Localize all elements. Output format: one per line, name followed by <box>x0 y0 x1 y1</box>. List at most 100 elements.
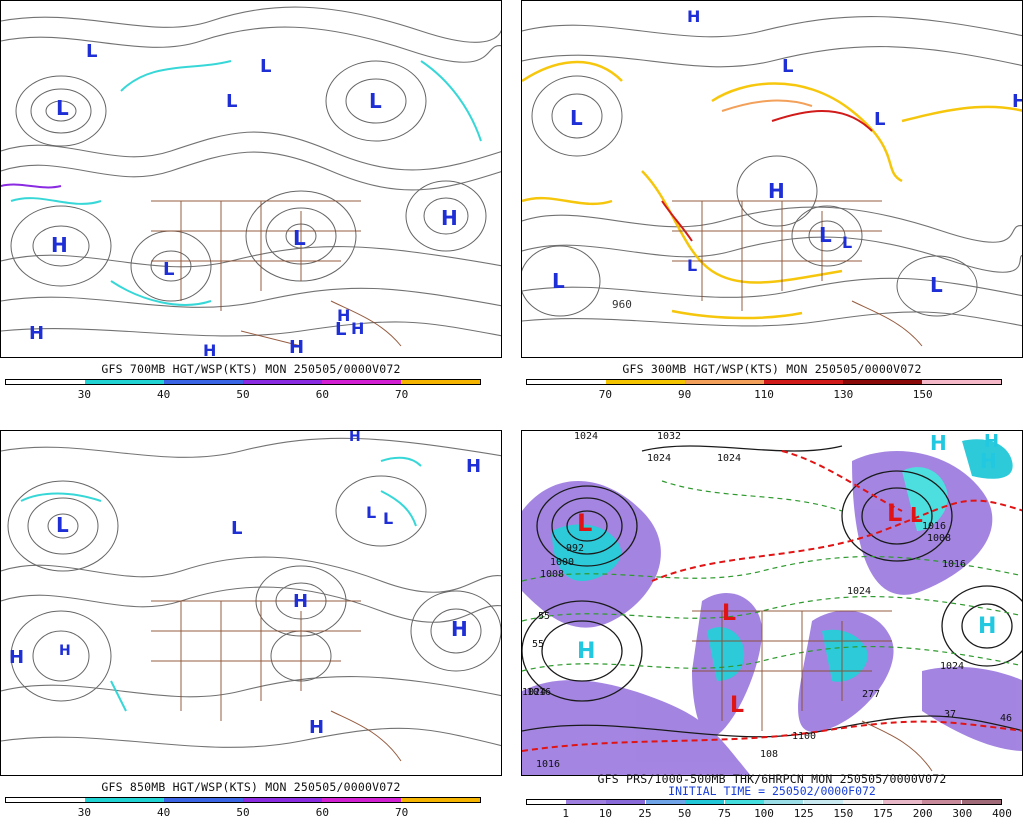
colorbar-segment <box>684 380 764 384</box>
pressure-center-label: L <box>383 509 394 528</box>
pressure-center-label: H <box>451 617 468 641</box>
pressure-center-label: L <box>231 518 243 539</box>
colorbar-segment <box>922 800 962 804</box>
colorbar-segment <box>605 800 646 804</box>
pressure-center-label: H <box>466 456 482 477</box>
colorbar-segment <box>401 798 480 802</box>
pressure-center-label: L <box>819 223 832 247</box>
colorbar-segment <box>401 380 480 384</box>
pressure-center-label: H <box>337 306 351 325</box>
pressure-center-label: H <box>349 430 361 445</box>
colorbar-segment <box>527 380 606 384</box>
colorbar-tick-label: 50 <box>678 807 692 820</box>
pressure-center-label: L <box>56 96 69 120</box>
colorbar-segment <box>6 798 85 802</box>
pressure-center-label: L <box>874 109 886 130</box>
pressure-center-label: L <box>56 513 69 537</box>
pressure-center-label: H <box>309 717 325 738</box>
colorbar-segment <box>321 798 401 802</box>
colorbar <box>526 799 1002 805</box>
colorbar-tick-label: 10 <box>598 807 612 820</box>
precip-label: 37 <box>944 709 957 720</box>
pressure-center-label: L <box>722 601 737 626</box>
isobar-label: 1008 <box>927 533 952 544</box>
isobar-label: 1024 <box>940 661 965 672</box>
pressure-center-label: L <box>226 91 238 112</box>
colorbar-segment <box>527 800 567 804</box>
pressure-center-label: L <box>293 226 306 250</box>
colorbar-tick-label: 110 <box>754 388 774 401</box>
colorbar-labels: 30 40 50 60 70 <box>5 806 481 820</box>
colorbar-tick-label: 125 <box>793 807 814 820</box>
colorbar-labels: 30 40 50 60 70 <box>5 388 481 402</box>
pressure-center-label: L <box>687 256 698 275</box>
colorbar-tick-label: 50 <box>236 388 250 401</box>
colorbar-segment <box>724 800 764 804</box>
streamline-map-850mb <box>1 437 501 762</box>
pressure-thickness-map <box>522 439 1022 775</box>
isobar-label: 1024 <box>647 453 672 464</box>
pressure-center-label: H <box>687 7 701 26</box>
pressure-center-label: H <box>930 431 947 455</box>
contour-label: 960 <box>612 298 632 311</box>
colorbar-tick-label: 30 <box>77 388 91 401</box>
colorbar-segment <box>6 380 85 384</box>
colorbar-segment <box>764 380 843 384</box>
map-700mb: L L L L L L H H L H H H H L H <box>0 0 502 358</box>
colorbar-labels: 70 90 110 130 150 <box>526 388 1002 402</box>
colorbar-segment <box>645 800 685 804</box>
colorbar-tick-label: 40 <box>157 806 171 819</box>
map-300mb: H L L L H L L L L L H 960 <box>521 0 1023 358</box>
colorbar-labels: 1 10 25 50 75 100 125 150 175 200 300 400 <box>526 807 1012 820</box>
colorbar-segment <box>84 380 164 384</box>
pressure-center-label: L <box>570 106 583 130</box>
panel-caption: GFS 850MB HGT/WSP(KTS) MON 250505/0000V0… <box>101 780 401 794</box>
precip-label: 55 <box>532 639 545 650</box>
colorbar-segment <box>163 380 243 384</box>
panel-caption: GFS 700MB HGT/WSP(KTS) MON 250505/0000V0… <box>101 362 401 376</box>
colorbar-tick-label: 200 <box>912 807 933 820</box>
pressure-center-label: L <box>552 269 565 293</box>
streamline-map-300mb <box>522 16 1022 347</box>
isobar-label: 1016 <box>527 687 552 698</box>
colorbar-tick-label: 50 <box>236 806 250 819</box>
colorbar-tick-label: 60 <box>315 806 329 819</box>
panel-prs-thk: L L L L L H H H H H 1024 1032 1024 1024 … <box>521 418 1023 820</box>
isobar-label: 1032 <box>657 431 682 442</box>
pressure-center-label: H <box>51 233 68 257</box>
panel-850mb: H H L L L L H H H H H GFS 850MB HGT/WSP(… <box>0 418 502 820</box>
pressure-center-label: H <box>978 614 997 639</box>
isobar-label: 1024 <box>522 687 547 698</box>
pressure-center-label: H <box>203 341 217 358</box>
pressure-center-label: L <box>842 233 853 252</box>
colorbar-tick-label: 70 <box>395 388 409 401</box>
colorbar-segment <box>961 800 1001 804</box>
colorbar-segment <box>84 798 164 802</box>
pressure-center-label: H <box>289 337 305 358</box>
colorbar-tick-label: 60 <box>315 388 329 401</box>
pressure-center-label: L <box>369 89 382 113</box>
colorbar-segment <box>922 380 1001 384</box>
pressure-center-label: L <box>730 693 745 718</box>
panel-caption: GFS PRS/1000-500MB THK/6HRPCN MON 250505… <box>597 772 947 786</box>
pressure-center-label: L <box>910 503 923 527</box>
pressure-center-label: L <box>782 56 794 77</box>
colorbar-segment <box>243 380 322 384</box>
precip-label: 277 <box>862 689 881 700</box>
isobar-label: 1016 <box>942 559 967 570</box>
pressure-center-label: L <box>366 503 377 522</box>
pressure-center-label: L <box>163 259 175 280</box>
isobar-label: 1016 <box>922 521 947 532</box>
pressure-center-label: H <box>59 643 71 659</box>
panel-caption-initial-time: INITIAL TIME = 250502/0000F072 <box>668 784 876 798</box>
panel-300mb: H L L L H L L L L L H 960 GFS 300MB HGT/… <box>521 0 1023 402</box>
colorbar <box>526 379 1002 385</box>
colorbar-segment <box>163 798 243 802</box>
colorbar-tick-label: 150 <box>833 807 854 820</box>
colorbar <box>5 379 481 385</box>
isobar-label: 1000 <box>550 557 575 568</box>
precip-label: 55 <box>538 611 551 622</box>
isobar-label: 1024 <box>574 431 599 442</box>
pressure-center-label: H <box>293 591 309 612</box>
colorbar-segment <box>321 380 401 384</box>
